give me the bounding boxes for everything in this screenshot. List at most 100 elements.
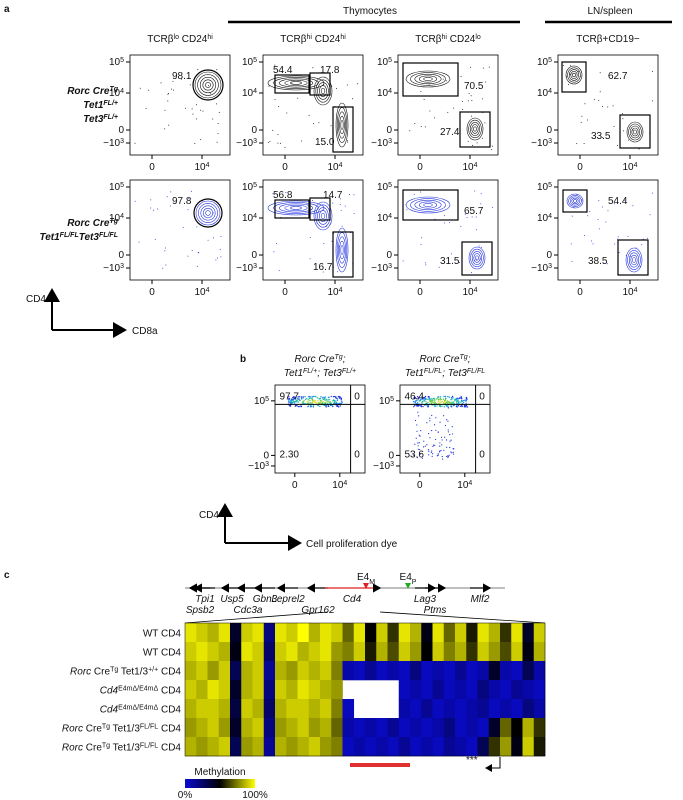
event-dot [442, 78, 444, 80]
event-dot [452, 401, 454, 403]
methylation-cell [410, 718, 422, 738]
event-dot [352, 98, 354, 100]
methylation-cell [443, 737, 456, 757]
methylation-cell [275, 737, 287, 757]
methylation-cell [533, 661, 546, 681]
event-dot [632, 205, 634, 207]
text-part: 10 [109, 88, 121, 99]
event-dot [312, 395, 315, 398]
event-dot [424, 400, 426, 402]
methylation-cell [308, 642, 321, 662]
column-title: TCRβhi CD24hi [280, 34, 346, 46]
event-dot [339, 396, 341, 398]
methylation-cell [477, 661, 490, 681]
contour [195, 200, 221, 226]
event-dot [413, 397, 416, 400]
event-dot [429, 437, 431, 439]
tss-arrow [485, 757, 501, 772]
gate [562, 189, 588, 213]
text-part: CD4 [158, 686, 181, 697]
contour [199, 76, 217, 94]
event-dot [296, 400, 298, 403]
methylation-cell [263, 699, 276, 719]
text-part: Cre [83, 743, 102, 754]
event-dot [317, 402, 320, 404]
event-dot [420, 243, 422, 245]
event-dot [275, 242, 277, 244]
plot-frame [397, 54, 499, 156]
event-dot [302, 401, 304, 403]
event-dot [443, 222, 445, 224]
text-part: 4 [474, 287, 478, 294]
text-part: 5 [388, 57, 392, 64]
event-dot [476, 258, 478, 260]
methylation-cell [185, 737, 197, 757]
event-dot [447, 431, 449, 433]
methylation-cell [286, 661, 298, 681]
text-part: 10 [242, 88, 254, 99]
event-dot [191, 108, 193, 110]
methylation-cell [207, 642, 220, 662]
event-dot [292, 400, 294, 402]
event-dot [446, 405, 448, 407]
contour [468, 119, 482, 139]
event-dot [340, 402, 343, 404]
event-dot [458, 262, 460, 264]
event-dot [439, 405, 442, 408]
text-part: 5 [253, 182, 257, 189]
event-dot [449, 434, 451, 436]
event-dot [618, 252, 620, 254]
event-dot [452, 453, 455, 455]
methylation-cell [342, 699, 355, 719]
event-dot [581, 115, 583, 117]
event-dot [587, 119, 589, 121]
event-dot [416, 399, 418, 402]
event-dot [421, 400, 424, 403]
gate [561, 61, 587, 93]
methylation-cell [432, 699, 445, 719]
text-part: Rorc Cre [295, 354, 335, 365]
event-dot [480, 193, 482, 195]
event-dot [428, 454, 430, 456]
methylation-cell [331, 699, 343, 719]
event-dot [434, 444, 436, 447]
methylation-cell [218, 718, 231, 738]
y-tick-label: −103 [248, 460, 269, 472]
event-dot [312, 399, 314, 401]
event-dot [433, 401, 435, 403]
contour [335, 102, 349, 148]
text-part: M [369, 579, 375, 586]
event-dot [208, 85, 210, 87]
text-part: 0 [388, 450, 394, 461]
methylation-cell [466, 661, 478, 681]
methylation-cell [185, 642, 197, 662]
text-part: 4 [120, 213, 124, 220]
event-dot [440, 398, 442, 400]
event-dot [444, 400, 447, 402]
event-dot [274, 64, 276, 66]
event-dot [436, 397, 439, 399]
event-dot [589, 211, 591, 213]
methylation-cell [230, 718, 242, 738]
event-dot [164, 109, 166, 111]
text-part: 5 [265, 395, 269, 402]
row-label: Tet3FL/+ [83, 114, 118, 126]
contour [414, 199, 442, 211]
methylation-cell [241, 718, 253, 738]
contour [290, 81, 302, 85]
x-tick-label: 104 [462, 287, 477, 299]
methylation-cell [320, 642, 332, 662]
text-part: 5 [253, 57, 257, 64]
methylation-cell [376, 642, 388, 662]
row-label: Rorc CreTg [67, 218, 119, 230]
y-tick-label: 0 [388, 450, 394, 461]
text-part: 10 [109, 182, 121, 193]
event-dot [296, 405, 298, 407]
methylation-cell [320, 680, 332, 700]
y-tick-label: 105 [379, 395, 394, 407]
text-part: 0 [282, 162, 288, 173]
event-dot [441, 444, 443, 446]
text-part: 3 [388, 138, 392, 145]
methylation-cell [477, 642, 490, 662]
event-dot [309, 397, 311, 400]
